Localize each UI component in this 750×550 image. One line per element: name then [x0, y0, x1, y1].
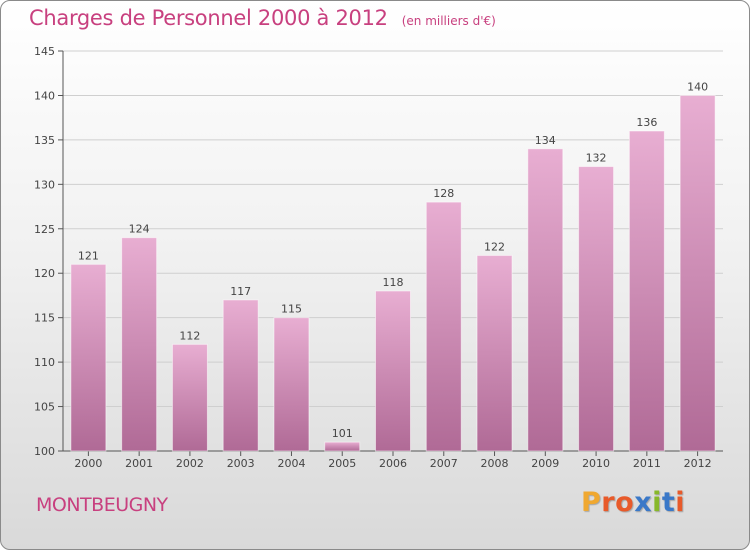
data-label-2000: 121: [78, 249, 99, 262]
logo-letter: o: [615, 487, 635, 518]
data-label-2007: 128: [433, 187, 454, 200]
bar-2012: [679, 94, 716, 452]
data-label-2009: 134: [535, 134, 556, 147]
bar-2001: [121, 237, 158, 452]
x-tick-label: 2002: [176, 457, 204, 470]
chart-subtitle: (en milliers d'€): [401, 14, 496, 28]
commune-name: MONTBEUGNY: [36, 494, 168, 516]
x-tick-label: 2010: [582, 457, 610, 470]
bar-2002: [171, 343, 208, 452]
x-tick-label: 2009: [531, 457, 559, 470]
chart-title: Charges de Personnel 2000 à 2012 (en mill…: [29, 6, 496, 30]
data-label-2002: 112: [179, 329, 200, 342]
data-label-2006: 118: [383, 276, 404, 289]
bar-2011: [628, 130, 665, 452]
logo-letter: r: [601, 487, 616, 518]
y-tick-label: 125: [34, 223, 55, 236]
logo-letter: i: [675, 487, 686, 518]
x-tick-label: 2011: [633, 457, 661, 470]
bar-2006: [375, 290, 411, 452]
bar-2004: [273, 317, 310, 452]
logo-letter: i: [652, 487, 662, 518]
x-tick-label: 2012: [684, 457, 712, 470]
x-tick-label: 2007: [430, 457, 458, 470]
data-label-2012: 140: [687, 80, 708, 93]
title-text: Charges de Personnel 2000 à 2012: [29, 6, 388, 30]
y-tick-label: 130: [34, 178, 55, 191]
y-tick-label: 120: [34, 267, 55, 280]
bar-2009: [527, 148, 564, 452]
proxiti-logo[interactable]: Proxiti: [581, 487, 685, 518]
bars: [70, 94, 716, 452]
bar-2005: [324, 441, 361, 452]
axes: 100 105 110 115 120 125 130 135 140 145 2000 2001 20…: [34, 45, 723, 470]
x-tick-label: 2004: [277, 457, 305, 470]
y-tick-label: 115: [34, 312, 55, 325]
logo-letter: x: [634, 487, 653, 518]
bar-2010: [578, 166, 615, 452]
x-tick-label: 2003: [227, 457, 255, 470]
data-label-2003: 117: [230, 285, 251, 298]
y-tick-label: 140: [34, 89, 55, 102]
x-tick-label: 2006: [379, 457, 407, 470]
x-tick-label: 2005: [328, 457, 356, 470]
y-tick-label: 110: [34, 356, 55, 369]
logo-letter: t: [661, 487, 676, 518]
y-tick-label: 100: [34, 445, 55, 458]
data-label-2004: 115: [281, 303, 302, 316]
data-label-2010: 132: [586, 152, 607, 165]
x-tick-label: 2000: [74, 457, 102, 470]
data-label-2008: 122: [484, 240, 505, 253]
y-tick-label: 105: [34, 401, 55, 414]
y-tick-label: 135: [34, 134, 55, 147]
bar-2007: [425, 201, 462, 452]
logo-letter: P: [581, 487, 602, 518]
data-labels: 121 124 112 117 115 101 118 128 122 134 132 136 140: [78, 80, 708, 440]
bar-2000: [70, 263, 107, 452]
bar-2003: [222, 299, 259, 452]
data-label-2001: 124: [129, 223, 150, 236]
x-tick-label: 2008: [481, 457, 509, 470]
data-label-2011: 136: [636, 116, 657, 129]
bar-2008: [476, 254, 513, 452]
data-label-2005: 101: [332, 427, 353, 440]
x-tick-label: 2001: [125, 457, 153, 470]
y-tick-label: 145: [34, 45, 55, 58]
